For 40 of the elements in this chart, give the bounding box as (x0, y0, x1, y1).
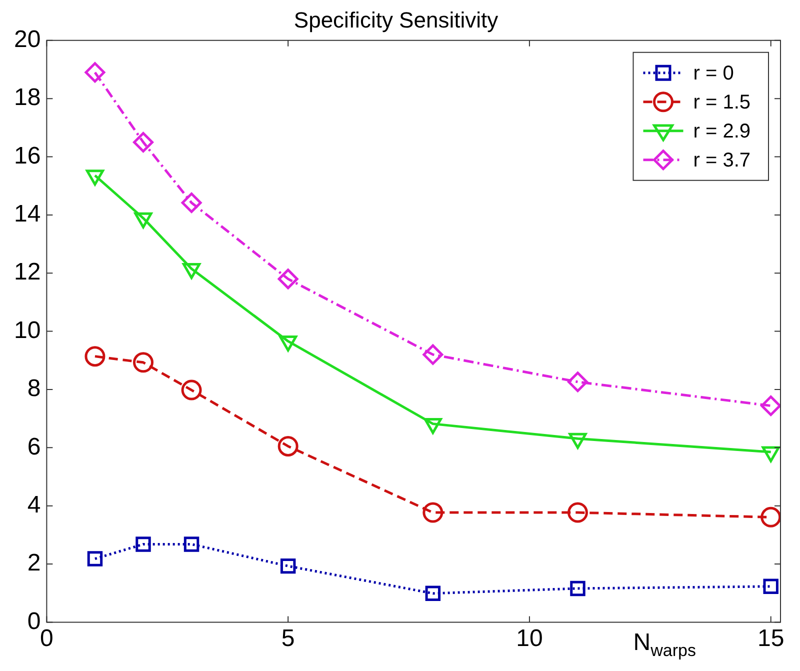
point (760, 396, 780, 416)
point (84, 62, 106, 83)
point (422, 344, 444, 365)
y-tick-label: 0 (27, 608, 41, 635)
x-tick-label: 5 (281, 625, 295, 652)
y-tick-label: 8 (27, 375, 41, 402)
y-tick-label: 18 (14, 84, 41, 112)
y-tick-label: 20 (14, 26, 41, 54)
point (84, 346, 106, 367)
point (133, 352, 154, 373)
x-tick-label: 15 (757, 625, 784, 652)
point (136, 536, 151, 552)
y-tick-label: 16 (14, 142, 41, 170)
point (760, 506, 780, 528)
legend-label: r = 2.9 (693, 120, 751, 142)
point (425, 586, 441, 602)
point (181, 192, 202, 213)
point (278, 268, 298, 290)
point (133, 132, 154, 152)
y-tick-label: 14 (14, 200, 41, 228)
point (280, 558, 296, 574)
y-tick-label: 12 (14, 258, 41, 286)
y-tick-label: 2 (27, 550, 41, 577)
point (567, 372, 588, 392)
point (763, 578, 778, 594)
legend-label: r = 3.7 (693, 149, 751, 172)
point (570, 580, 586, 596)
chart-title: Specificity Sensitivity (294, 7, 498, 32)
legend-label: r = 1.5 (693, 91, 751, 114)
point (181, 380, 202, 400)
point (422, 502, 444, 523)
x-tick-label: 10 (516, 625, 543, 652)
legend-label: r = 0 (693, 62, 734, 84)
y-tick-label: 4 (27, 491, 41, 518)
point (87, 551, 103, 566)
y-tick-label: 10 (14, 316, 41, 344)
point (184, 536, 200, 552)
y-tick-label: 6 (27, 433, 41, 460)
point (567, 502, 588, 523)
point (278, 436, 298, 456)
